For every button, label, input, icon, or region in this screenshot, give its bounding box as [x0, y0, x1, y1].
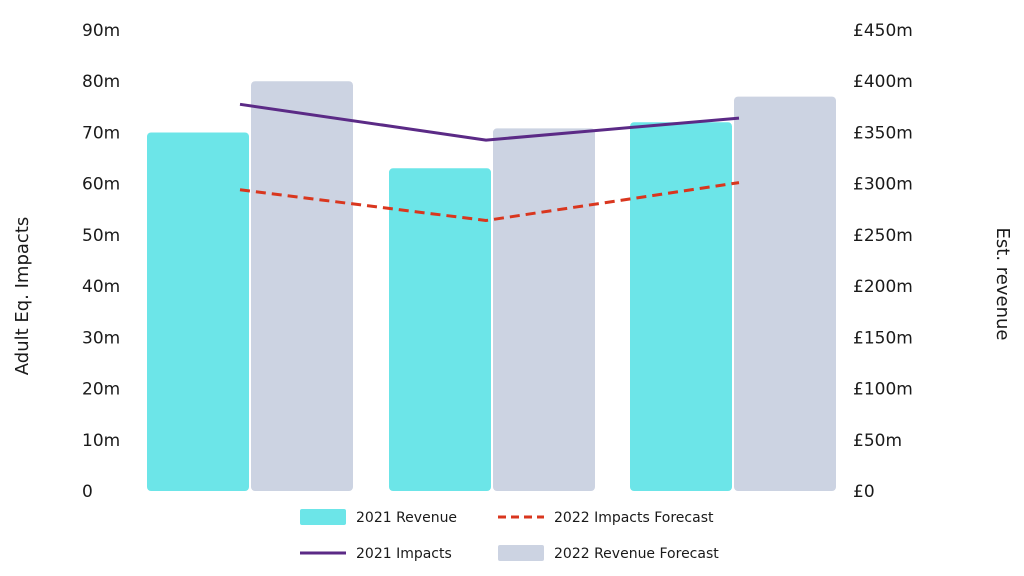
- left-tick-label: 10m: [82, 431, 120, 451]
- right-tick-label: £50m: [853, 431, 902, 451]
- right-tick-label: £0: [853, 482, 875, 502]
- left-tick-label: 70m: [82, 123, 120, 143]
- left-tick-label: 40m: [82, 277, 120, 297]
- bar-2021-revenue-2: [389, 168, 491, 492]
- legend-label-2022-revenue-forecast: 2022 Revenue Forecast: [554, 546, 719, 562]
- right-tick-label: £100m: [853, 380, 913, 400]
- left-tick-label: 90m: [82, 21, 120, 41]
- right-tick-label: £150m: [853, 328, 913, 348]
- bar-2021-revenue-3: [630, 122, 732, 491]
- bar-2021-revenue-1: [147, 132, 249, 491]
- bar-2022-revenue-forecast-2: [493, 128, 595, 491]
- right-tick-label: £300m: [853, 175, 913, 195]
- line-2021-impacts: [239, 102, 740, 142]
- right-axis-ticks: £0 £50m £100m £150m £200m £250m £300m £350m £400…: [853, 21, 913, 502]
- legend-label-2021-impacts: 2021 Impacts: [356, 546, 452, 562]
- bar-2022-revenue-forecast-3: [734, 96, 836, 491]
- legend-label-2021-revenue: 2021 Revenue: [356, 510, 457, 526]
- legend-swatch-2022-revenue-forecast: [498, 545, 544, 561]
- bar-2022-revenue-forecast-1: [251, 81, 353, 491]
- right-tick-label: £250m: [853, 226, 913, 246]
- legend: 2021 Revenue 2022 Impacts Forecast 2021 Im…: [300, 509, 719, 562]
- left-tick-label: 50m: [82, 226, 120, 246]
- left-axis-title: Adult Eq. Impacts: [12, 217, 33, 375]
- bars-layer: [147, 81, 836, 492]
- left-tick-label: 60m: [82, 175, 120, 195]
- left-axis-ticks: 0 10m 20m 30m 40m 50m 60m 70m 80m 90m: [82, 21, 120, 502]
- right-tick-label: £450m: [853, 21, 913, 41]
- right-tick-label: £400m: [853, 72, 913, 92]
- line-2022-impacts-forecast: [239, 181, 740, 222]
- left-tick-label: 20m: [82, 380, 120, 400]
- right-tick-label: £200m: [853, 277, 913, 297]
- legend-swatch-2021-revenue: [300, 509, 346, 525]
- left-tick-label: 30m: [82, 328, 120, 348]
- lines-layer: [239, 102, 740, 222]
- right-tick-label: £350m: [853, 123, 913, 143]
- right-axis-title: Est. revenue: [992, 228, 1013, 341]
- left-tick-label: 0: [82, 482, 93, 502]
- legend-label-2022-impacts-forecast: 2022 Impacts Forecast: [554, 510, 714, 526]
- left-tick-label: 80m: [82, 72, 120, 92]
